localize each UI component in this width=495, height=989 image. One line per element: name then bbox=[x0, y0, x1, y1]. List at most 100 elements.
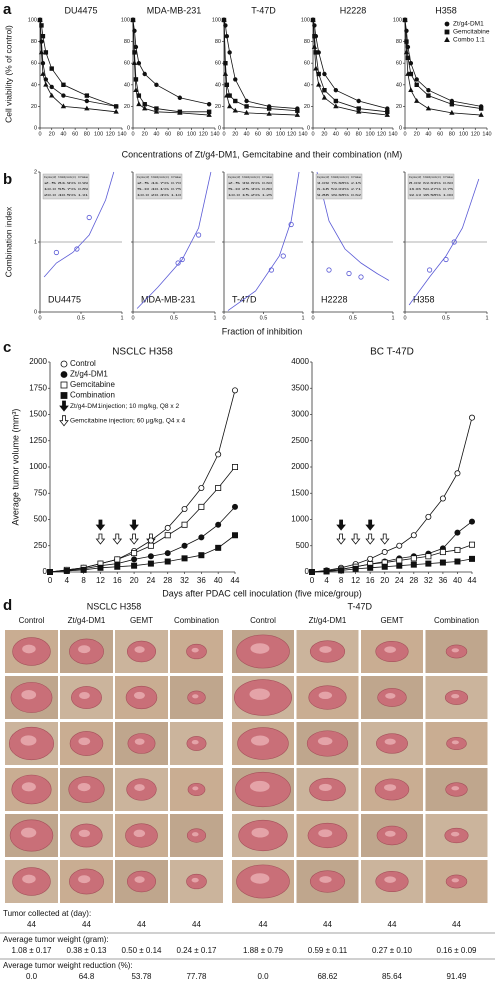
marker bbox=[312, 34, 317, 39]
marker bbox=[221, 17, 227, 22]
marker bbox=[414, 82, 419, 87]
x-tick-label: 16 bbox=[113, 576, 122, 585]
x-tick-label: 40 bbox=[153, 131, 159, 137]
table-value: 44 bbox=[323, 920, 332, 929]
table-value: 44 bbox=[137, 920, 146, 929]
ci-curve bbox=[43, 171, 115, 278]
y-tick-label: 100 bbox=[393, 17, 402, 23]
tumor-highlight bbox=[451, 786, 460, 791]
marker bbox=[425, 553, 432, 560]
x-tick-label: 0 bbox=[222, 131, 225, 137]
series-line bbox=[39, 19, 117, 113]
x-tick-label: 20 bbox=[232, 131, 238, 137]
panel-label: d bbox=[3, 597, 12, 614]
marker bbox=[153, 108, 160, 114]
marker bbox=[215, 544, 222, 551]
marker bbox=[215, 521, 222, 528]
marker bbox=[367, 555, 374, 562]
y-axis-label: Average tumor volume (mm³) bbox=[10, 409, 20, 526]
marker bbox=[224, 34, 230, 39]
marker bbox=[396, 542, 403, 549]
row-label: Average tumor weight (gram): bbox=[3, 935, 109, 944]
ci-point bbox=[86, 214, 92, 221]
marker bbox=[40, 71, 46, 76]
marker bbox=[198, 552, 205, 559]
table-value: 0.0 bbox=[26, 972, 38, 981]
marker bbox=[147, 553, 154, 560]
table-value: 91.49 bbox=[446, 972, 467, 981]
x-tick-label: 1 bbox=[120, 315, 123, 321]
x-tick-label: 120 bbox=[471, 131, 480, 137]
y-tick-label: 40 bbox=[396, 82, 402, 88]
tumor-highlight bbox=[249, 780, 270, 792]
ci-point bbox=[288, 221, 294, 228]
table-cell: 50.27% bbox=[423, 187, 442, 191]
table-cell: % Viability Combo (1:1) bbox=[331, 175, 349, 179]
marker bbox=[133, 87, 139, 93]
marker bbox=[130, 17, 136, 22]
injection-arrow bbox=[365, 533, 376, 545]
x-tick-label: 0.5 bbox=[170, 315, 178, 321]
x-tick-label: 0 bbox=[310, 576, 315, 585]
table-background bbox=[42, 173, 90, 200]
x-tick-label: 1 bbox=[485, 315, 488, 321]
table-cell: 2.71 bbox=[351, 187, 362, 191]
x-tick-label: 0.5 bbox=[260, 315, 268, 321]
marker bbox=[84, 93, 90, 98]
tumor-highlight bbox=[78, 875, 91, 884]
table-cell: 0.80 bbox=[262, 187, 273, 191]
table-cell: 1.10 bbox=[171, 193, 182, 197]
marker bbox=[333, 103, 339, 109]
y-tick-label: 80 bbox=[215, 39, 221, 45]
injection-arrow bbox=[129, 519, 139, 531]
ci-point bbox=[179, 256, 185, 263]
x-tick-label: 0.5 bbox=[77, 315, 85, 321]
chart-title: H2228 bbox=[340, 5, 367, 15]
marker bbox=[131, 556, 138, 563]
x-tick-label: 8 bbox=[81, 576, 86, 585]
legend-label: Gemcitabine injection; 60 μg/kg, Q4 x 4 bbox=[70, 417, 186, 424]
group-title: T-47D bbox=[347, 601, 372, 611]
tumor-highlight bbox=[318, 691, 333, 700]
marker bbox=[425, 513, 432, 520]
ci-point bbox=[443, 256, 449, 263]
marker bbox=[43, 81, 49, 87]
column-header: Combination bbox=[174, 616, 219, 625]
marker bbox=[40, 34, 46, 39]
marker bbox=[454, 546, 461, 553]
table-cell: 32.13 bbox=[409, 193, 422, 197]
x-tick-label: 32 bbox=[424, 576, 433, 585]
marker bbox=[164, 532, 171, 539]
panel-label: a bbox=[3, 1, 12, 18]
marker bbox=[84, 98, 90, 104]
tumor-highlight bbox=[318, 829, 333, 838]
x-tick-label: 12 bbox=[96, 576, 105, 585]
marker bbox=[243, 109, 250, 115]
marker bbox=[40, 61, 46, 66]
marker bbox=[114, 563, 121, 570]
x-tick-label: 12 bbox=[351, 576, 360, 585]
tumor-highlight bbox=[451, 878, 460, 883]
marker bbox=[181, 555, 188, 562]
table-cell: 0.60 bbox=[262, 181, 273, 185]
x-tick-label: 60 bbox=[437, 131, 443, 137]
x-tick-label: 0 bbox=[311, 315, 314, 321]
y-tick-label: 40 bbox=[215, 82, 221, 88]
x-tick-label: 20 bbox=[130, 576, 139, 585]
table-cell: 6.18 bbox=[317, 187, 330, 191]
series-line bbox=[404, 19, 482, 109]
table-value: 44 bbox=[82, 920, 91, 929]
column-header: GEMT bbox=[130, 616, 153, 625]
ci-curve bbox=[136, 171, 212, 309]
marker bbox=[49, 84, 54, 90]
x-tick-label: 40 bbox=[60, 131, 66, 137]
tumor-highlight bbox=[77, 782, 91, 792]
tumor-highlight bbox=[250, 873, 270, 884]
marker bbox=[233, 77, 238, 82]
marker bbox=[226, 103, 233, 109]
ci-point bbox=[175, 260, 181, 266]
table-cell: 84.9% bbox=[58, 181, 78, 185]
x-axis-label: Days after PDAC cell inoculation (five m… bbox=[162, 588, 362, 598]
tumor-highlight bbox=[250, 735, 270, 746]
marker bbox=[313, 65, 319, 71]
